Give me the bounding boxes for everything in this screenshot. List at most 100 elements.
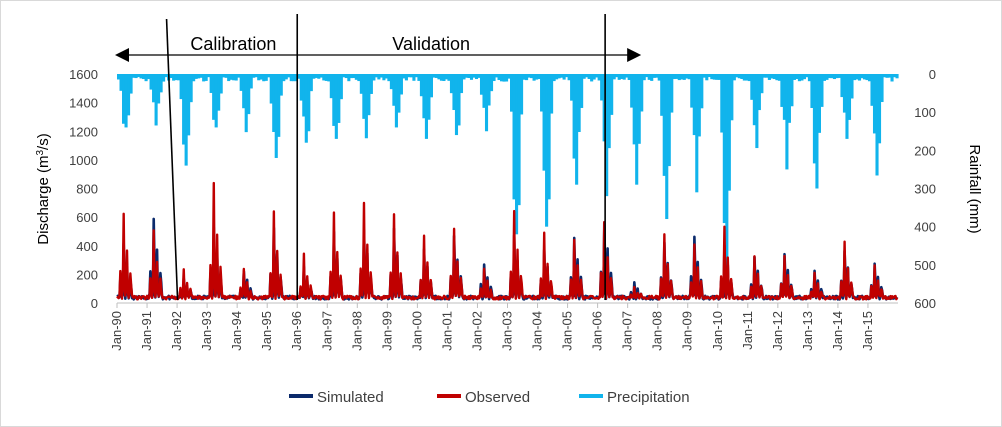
precipitation-bar bbox=[444, 74, 449, 80]
x-tick-label: Jan-08 bbox=[650, 311, 665, 351]
precipitation-bar bbox=[124, 74, 128, 128]
arrow-head-left bbox=[115, 48, 129, 62]
chart-labels: Calibration Validation0200400600800100012… bbox=[35, 34, 984, 351]
precipitation-bar bbox=[287, 74, 291, 78]
precipitation-bar bbox=[319, 74, 323, 78]
left-axis-title-sup: 3 bbox=[35, 150, 46, 156]
precipitation-bar bbox=[695, 74, 699, 193]
precipitation-bar bbox=[189, 74, 193, 103]
precipitation-bar bbox=[224, 74, 228, 78]
precipitation-bar bbox=[532, 74, 536, 81]
precipitation-bar bbox=[489, 74, 494, 92]
precipitation-bar bbox=[269, 74, 273, 104]
observed-line bbox=[116, 181, 899, 301]
precipitation-bar bbox=[482, 74, 486, 108]
precipitation-bar bbox=[244, 74, 248, 133]
precipitation-bar bbox=[479, 74, 484, 95]
precipitation-bar bbox=[457, 74, 461, 126]
precipitation-bars bbox=[117, 74, 899, 281]
precipitation-bar bbox=[822, 74, 826, 81]
precipitation-bar bbox=[537, 74, 541, 80]
precipitation-bar bbox=[722, 74, 726, 224]
precipitation-bar bbox=[525, 74, 529, 81]
precipitation-bar bbox=[617, 74, 621, 80]
precipitation-bar bbox=[119, 74, 123, 91]
precipitation-bar bbox=[217, 74, 221, 111]
right-tick-label: 600 bbox=[914, 296, 936, 311]
legend-swatch-observed bbox=[437, 394, 461, 398]
precipitation-bar bbox=[625, 74, 629, 78]
precipitation-bar bbox=[427, 74, 431, 120]
left-tick-label: 0 bbox=[91, 296, 98, 311]
precipitation-bar bbox=[439, 74, 444, 81]
precipitation-bar bbox=[187, 74, 191, 136]
left-tick-label: 400 bbox=[76, 239, 98, 254]
precipitation-bar bbox=[492, 74, 496, 82]
arrow-head-right bbox=[627, 48, 642, 62]
x-tick-label: Jan-00 bbox=[409, 311, 424, 351]
precipitation-bar bbox=[622, 74, 626, 80]
precipitation-bar bbox=[442, 74, 446, 81]
precipitation-bar bbox=[672, 74, 676, 80]
precipitation-bar bbox=[872, 74, 877, 134]
precipitation-bar bbox=[727, 74, 731, 191]
precipitation-bar bbox=[557, 74, 561, 79]
precipitation-bar bbox=[647, 74, 651, 80]
precipitation-bar bbox=[199, 74, 203, 78]
precipitation-bar bbox=[802, 74, 806, 80]
precipitation-bar bbox=[239, 74, 243, 91]
precipitation-bar bbox=[810, 74, 814, 108]
precipitation-bar bbox=[825, 74, 829, 80]
precipitation-bar bbox=[677, 74, 681, 81]
right-tick-label: 500 bbox=[914, 258, 936, 273]
precipitation-bar bbox=[772, 74, 776, 80]
precipitation-bar bbox=[137, 74, 141, 78]
precipitation-bar bbox=[417, 74, 421, 81]
left-tick-label: 200 bbox=[76, 267, 98, 282]
precipitation-bar bbox=[515, 74, 519, 235]
precipitation-bar bbox=[590, 74, 594, 82]
right-tick-label: 0 bbox=[929, 67, 936, 82]
precipitation-bar bbox=[582, 74, 586, 79]
precipitation-bar bbox=[277, 74, 281, 137]
precipitation-bar bbox=[815, 74, 819, 189]
precipitation-bar bbox=[272, 74, 276, 132]
precipitation-bar bbox=[837, 74, 842, 78]
precipitation-bar bbox=[730, 74, 734, 121]
precipitation-bar bbox=[384, 74, 388, 79]
precipitation-bar bbox=[237, 74, 241, 78]
x-tick-label: Jan-05 bbox=[560, 311, 575, 351]
precipitation-bar bbox=[530, 74, 534, 79]
x-tick-label: Jan-07 bbox=[620, 311, 635, 351]
precipitation-bar bbox=[755, 74, 759, 149]
precipitation-bar bbox=[780, 74, 784, 107]
precipitation-bar bbox=[657, 74, 661, 81]
precipitation-bar bbox=[610, 74, 614, 115]
precipitation-bar bbox=[597, 74, 601, 81]
precipitation-bar bbox=[162, 74, 166, 82]
right-tick-label: 400 bbox=[914, 220, 936, 235]
precipitation-bar bbox=[222, 74, 226, 78]
precipitation-bar bbox=[437, 74, 441, 80]
precipitation-bar bbox=[127, 74, 131, 116]
precipitation-bar bbox=[650, 74, 654, 81]
precipitation-bar bbox=[407, 74, 411, 78]
precipitation-bar bbox=[477, 74, 481, 78]
precipitation-bar bbox=[157, 74, 161, 104]
precipitation-bar bbox=[765, 74, 769, 78]
left-tick-label: 1400 bbox=[69, 96, 98, 111]
precipitation-bar bbox=[877, 74, 882, 144]
precipitation-bar bbox=[364, 74, 368, 139]
legend-swatch-precipitation bbox=[579, 394, 603, 398]
precipitation-bar bbox=[642, 74, 646, 81]
precipitation-bar bbox=[847, 74, 852, 120]
precipitation-bar bbox=[424, 74, 428, 139]
precipitation-bar bbox=[379, 74, 383, 78]
x-tick-label: Jan-04 bbox=[530, 311, 545, 351]
precipitation-bar bbox=[712, 74, 716, 80]
precipitation-bar bbox=[154, 74, 158, 126]
precipitation-bar bbox=[715, 74, 719, 80]
x-tick-label: Jan-91 bbox=[139, 311, 154, 351]
precipitation-bar bbox=[742, 74, 746, 81]
precipitation-bar bbox=[682, 74, 686, 80]
